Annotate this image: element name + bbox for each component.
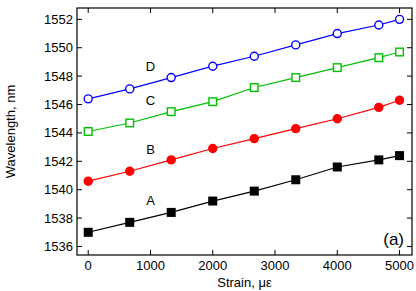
series-label: B <box>146 142 155 157</box>
data-point <box>292 176 300 184</box>
x-tick <box>399 250 400 255</box>
data-point <box>396 96 404 104</box>
x-tick-label: 2000 <box>198 258 227 273</box>
y-tick <box>77 19 82 20</box>
y-tick <box>407 104 412 105</box>
series-line <box>88 19 399 98</box>
y-tick <box>77 218 82 219</box>
data-group <box>84 15 403 236</box>
y-tick <box>407 246 412 247</box>
y-tick <box>407 76 412 77</box>
y-tick-label: 1538 <box>44 211 73 226</box>
data-point <box>209 197 217 205</box>
x-tick-label: 4000 <box>323 258 352 273</box>
y-tick <box>77 189 82 190</box>
series-line <box>88 52 399 131</box>
series-line <box>88 156 399 233</box>
y-axis-label: Wavelength, nm <box>3 85 18 178</box>
data-point <box>250 187 258 195</box>
y-tick <box>77 47 82 48</box>
y-tick <box>77 246 82 247</box>
data-point <box>209 98 217 106</box>
y-tick-label: 1540 <box>44 182 73 197</box>
y-tick-label: 1542 <box>44 154 73 169</box>
data-point <box>375 54 383 62</box>
data-point <box>333 163 341 171</box>
data-point <box>84 128 92 136</box>
data-point <box>250 84 258 92</box>
series-label: D <box>146 59 155 74</box>
y-tick-label: 1546 <box>44 97 73 112</box>
x-tick <box>399 8 400 13</box>
data-point <box>375 21 383 29</box>
y-tick <box>407 47 412 48</box>
data-point <box>209 62 217 70</box>
series-line <box>88 100 399 181</box>
x-tick <box>150 250 151 255</box>
x-tick <box>88 8 89 13</box>
data-point <box>84 177 92 185</box>
chart: 1536 1538 1540 1542 1544 1546 1548 1550 1552 0 100… <box>0 0 416 291</box>
y-tick <box>407 132 412 133</box>
data-point <box>167 209 175 217</box>
x-axis-label: Strain, με <box>217 275 272 290</box>
data-point <box>396 152 404 160</box>
data-point <box>375 156 383 164</box>
y-tick <box>77 76 82 77</box>
x-tick <box>275 250 276 255</box>
series-label: C <box>146 93 155 108</box>
y-tick-label: 1544 <box>44 125 73 140</box>
y-tick <box>77 132 82 133</box>
data-point <box>84 228 92 236</box>
x-tick <box>212 8 213 13</box>
data-point <box>126 85 134 93</box>
x-tick-label: 1000 <box>136 258 165 273</box>
data-point <box>292 125 300 133</box>
y-tick <box>407 218 412 219</box>
y-tick <box>407 189 412 190</box>
data-point <box>167 74 175 82</box>
y-tick <box>407 19 412 20</box>
data-point <box>375 103 383 111</box>
x-tick <box>150 8 151 13</box>
y-tick <box>77 104 82 105</box>
data-point <box>292 74 300 82</box>
data-point <box>84 95 92 103</box>
x-tick-label: 0 <box>85 258 92 273</box>
x-tick <box>275 8 276 13</box>
data-point <box>126 219 134 227</box>
data-point <box>126 167 134 175</box>
data-point <box>126 119 134 127</box>
x-tick <box>337 250 338 255</box>
plot-frame <box>77 8 412 255</box>
y-tick-label: 1552 <box>44 12 73 27</box>
y-tick <box>407 161 412 162</box>
y-tick <box>77 161 82 162</box>
data-point <box>209 145 217 153</box>
x-tick <box>88 250 89 255</box>
data-point <box>167 108 175 116</box>
data-point <box>333 115 341 123</box>
data-point <box>396 48 404 56</box>
data-point <box>333 64 341 72</box>
y-tick-label: 1550 <box>44 40 73 55</box>
y-tick-label: 1548 <box>44 69 73 84</box>
data-point <box>333 30 341 38</box>
data-point <box>250 52 258 60</box>
x-tick <box>212 250 213 255</box>
y-tick-label: 1536 <box>44 239 73 254</box>
data-point <box>396 15 404 23</box>
annotation: (a) <box>383 230 404 249</box>
data-point <box>167 156 175 164</box>
data-point <box>292 41 300 49</box>
x-tick-label: 3000 <box>261 258 290 273</box>
series-label: A <box>146 193 155 208</box>
x-tick <box>337 8 338 13</box>
x-tick-label: 5000 <box>385 258 414 273</box>
data-point <box>250 135 258 143</box>
